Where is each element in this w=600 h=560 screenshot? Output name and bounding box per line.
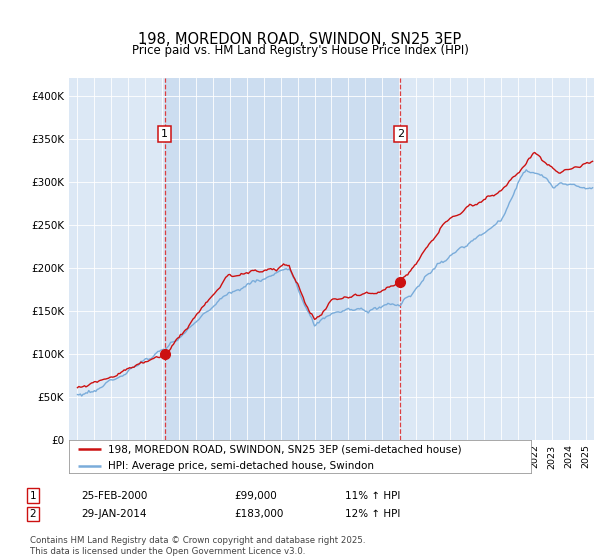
Text: Contains HM Land Registry data © Crown copyright and database right 2025.
This d: Contains HM Land Registry data © Crown c… bbox=[30, 535, 365, 557]
Text: 29-JAN-2014: 29-JAN-2014 bbox=[81, 509, 146, 519]
Text: Price paid vs. HM Land Registry's House Price Index (HPI): Price paid vs. HM Land Registry's House … bbox=[131, 44, 469, 57]
Bar bbox=[164, 78, 400, 440]
Text: 25-FEB-2000: 25-FEB-2000 bbox=[81, 491, 148, 501]
Text: 198, MOREDON ROAD, SWINDON, SN25 3EP (semi-detached house): 198, MOREDON ROAD, SWINDON, SN25 3EP (se… bbox=[108, 444, 462, 454]
Text: 11% ↑ HPI: 11% ↑ HPI bbox=[345, 491, 400, 501]
Text: HPI: Average price, semi-detached house, Swindon: HPI: Average price, semi-detached house,… bbox=[108, 461, 374, 471]
Text: 1: 1 bbox=[29, 491, 37, 501]
Text: £183,000: £183,000 bbox=[234, 509, 283, 519]
Text: 12% ↑ HPI: 12% ↑ HPI bbox=[345, 509, 400, 519]
Text: 2: 2 bbox=[397, 129, 404, 139]
Text: 198, MOREDON ROAD, SWINDON, SN25 3EP: 198, MOREDON ROAD, SWINDON, SN25 3EP bbox=[139, 32, 461, 46]
Text: 2: 2 bbox=[29, 509, 37, 519]
Text: 1: 1 bbox=[161, 129, 168, 139]
Text: £99,000: £99,000 bbox=[234, 491, 277, 501]
